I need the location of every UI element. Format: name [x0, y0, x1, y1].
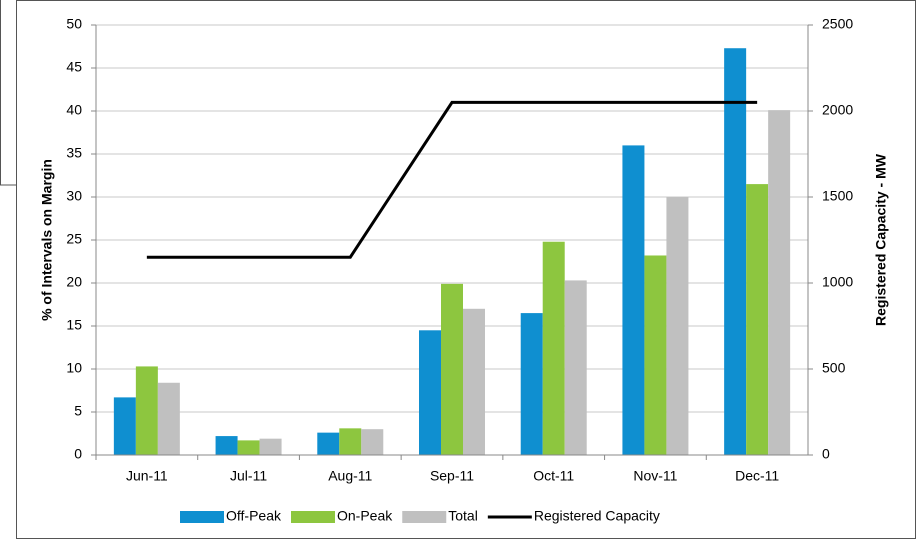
legend-swatch — [402, 511, 447, 523]
y-tick-label: 45 — [66, 59, 82, 75]
bar — [622, 145, 645, 455]
x-tick-label: Dec-11 — [735, 468, 779, 484]
bar — [317, 432, 340, 455]
bar — [419, 330, 441, 455]
bar — [542, 241, 565, 455]
x-tick-label: Aug-11 — [328, 468, 372, 484]
bar — [361, 429, 384, 455]
legend-swatch — [180, 511, 224, 523]
frame — [16, 0, 916, 539]
bar — [135, 366, 158, 455]
bar — [724, 48, 747, 455]
y2-tick-label: 1000 — [822, 274, 853, 290]
bar — [463, 308, 485, 455]
y2-tick-label: 0 — [822, 446, 830, 462]
y-tick-label: 50 — [66, 16, 82, 32]
x-tick-label: Nov-11 — [633, 468, 677, 484]
y-tick-label: 35 — [66, 145, 82, 161]
bar — [746, 184, 769, 455]
y-tick-label: 0 — [74, 446, 82, 462]
y2-tick-label: 2000 — [822, 102, 853, 118]
y2-tick-label: 2500 — [822, 16, 853, 32]
y2-axis-label: Registered Capacity - MW — [873, 153, 889, 326]
bar — [666, 197, 689, 455]
line — [146, 100, 758, 259]
bar — [237, 440, 260, 455]
bar — [644, 255, 667, 455]
y-tick-label: 20 — [66, 274, 82, 290]
bar — [157, 382, 180, 455]
x-tick-label: Sep-11 — [430, 468, 474, 484]
y2-tick-label: 1500 — [822, 188, 853, 204]
bar — [441, 283, 463, 455]
legend-label: On-Peak — [337, 508, 393, 524]
y-tick-label: 5 — [74, 403, 82, 419]
y2-tick-label: 500 — [822, 360, 846, 376]
x-tick-label: Oct-11 — [533, 468, 574, 484]
x-tick-label: Jul-11 — [230, 468, 267, 484]
legend-label: Registered Capacity — [534, 508, 660, 524]
y-tick-label: 15 — [66, 317, 82, 333]
bar — [564, 280, 587, 455]
legend-swatch — [291, 511, 335, 523]
x-tick-label: Jun-11 — [126, 468, 168, 484]
bar — [259, 438, 282, 455]
bar — [113, 397, 136, 455]
y-tick-label: 30 — [66, 188, 82, 204]
y-axis-label: % of Intervals on Margin — [39, 159, 55, 321]
legend-label: Total — [448, 508, 478, 524]
bar — [215, 436, 238, 455]
y-tick-label: 25 — [66, 231, 82, 247]
bar — [768, 110, 791, 455]
y-tick-label: 40 — [66, 102, 82, 118]
y-tick-label: 10 — [66, 360, 82, 376]
bar — [339, 428, 362, 455]
bar — [520, 313, 543, 455]
legend-label: Off-Peak — [226, 508, 282, 524]
